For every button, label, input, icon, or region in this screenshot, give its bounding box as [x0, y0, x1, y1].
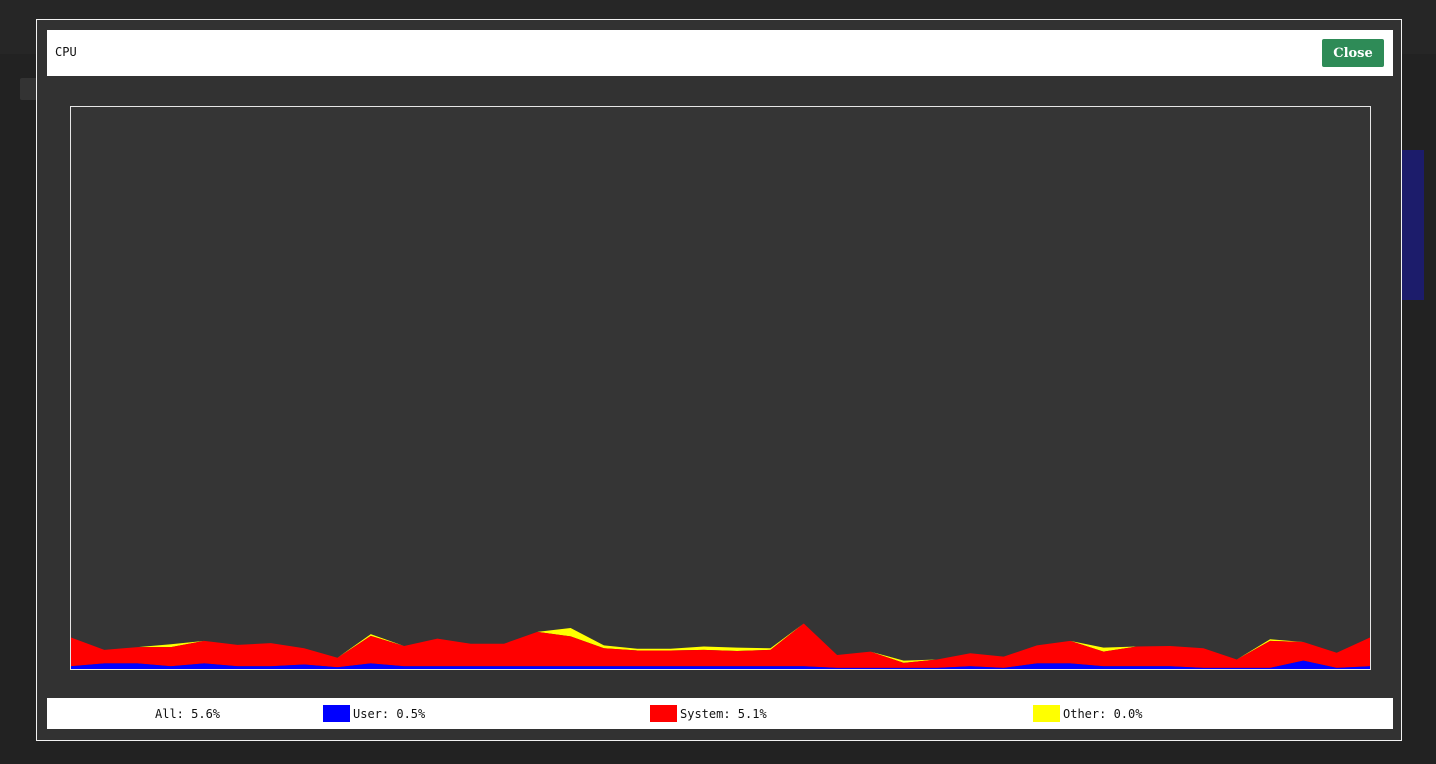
legend-other: Other: 0.0%	[1033, 698, 1142, 729]
modal-header: CPU Close	[47, 30, 1393, 76]
close-button[interactable]: Close	[1322, 39, 1384, 67]
system-swatch	[650, 705, 677, 722]
legend-all: All: 5.6%	[155, 698, 220, 729]
other-swatch	[1033, 705, 1060, 722]
cpu-chart	[70, 106, 1371, 670]
modal-title: CPU	[55, 45, 77, 59]
legend-user: User: 0.5%	[323, 698, 425, 729]
user-swatch	[323, 705, 350, 722]
legend-system: System: 5.1%	[650, 698, 767, 729]
cpu-area-chart	[71, 623, 1370, 669]
legend-all-label: All: 5.6%	[155, 706, 221, 721]
legend-user-label: User: 0.5%	[353, 706, 426, 721]
series-area-system	[71, 623, 1370, 668]
legend-other-label: Other: 0.0%	[1063, 706, 1143, 721]
cpu-modal: CPU Close All: 5.6% User: 0.5% System: 5…	[36, 19, 1402, 741]
cpu-legend: All: 5.6% User: 0.5% System: 5.1% Other:…	[47, 698, 1393, 729]
series-area-user	[71, 660, 1370, 669]
legend-system-label: System: 5.1%	[680, 706, 767, 721]
